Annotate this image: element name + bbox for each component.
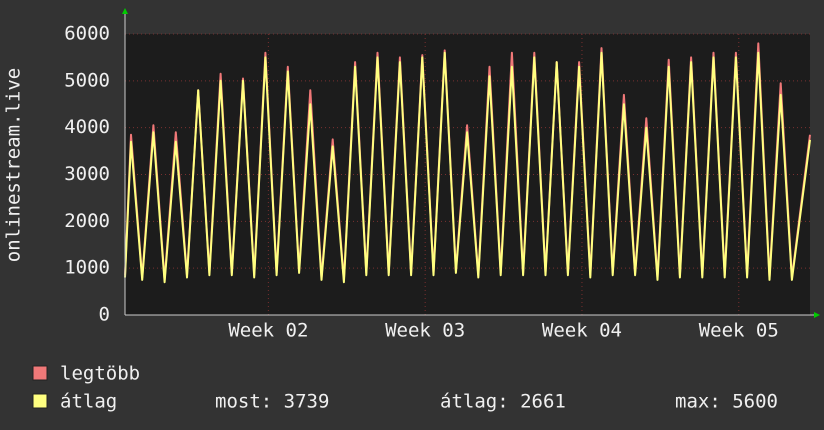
y-tick-label: 2000 xyxy=(64,210,110,232)
legend-label: legtöbb xyxy=(60,363,140,385)
y-tick-label: 1000 xyxy=(64,257,110,279)
x-tick-label: Week 02 xyxy=(228,320,308,342)
legend-swatch xyxy=(32,365,48,381)
y-tick-label: 4000 xyxy=(64,116,110,138)
x-arrow xyxy=(814,312,820,318)
legend-swatch xyxy=(32,393,48,409)
y-tick-label: 6000 xyxy=(64,23,110,45)
series-line xyxy=(124,51,811,284)
x-tick-label: Week 03 xyxy=(385,320,465,342)
y-tick-label: 5000 xyxy=(64,69,110,91)
y-arrow xyxy=(122,8,128,14)
x-tick-label: Week 05 xyxy=(699,320,779,342)
x-tick-label: Week 04 xyxy=(542,320,622,342)
legend-stat: most: 3739 xyxy=(215,391,329,413)
legend-stat: átlag: 2661 xyxy=(440,391,566,413)
y-axis-label: onlinestream.live xyxy=(3,68,25,262)
y-tick-label: 3000 xyxy=(64,163,110,185)
plot-area xyxy=(125,34,810,315)
y-tick-label: 0 xyxy=(99,304,110,326)
legend-stat: max: 5600 xyxy=(675,391,778,413)
legend-label: átlag xyxy=(60,391,117,413)
plot xyxy=(124,33,811,316)
